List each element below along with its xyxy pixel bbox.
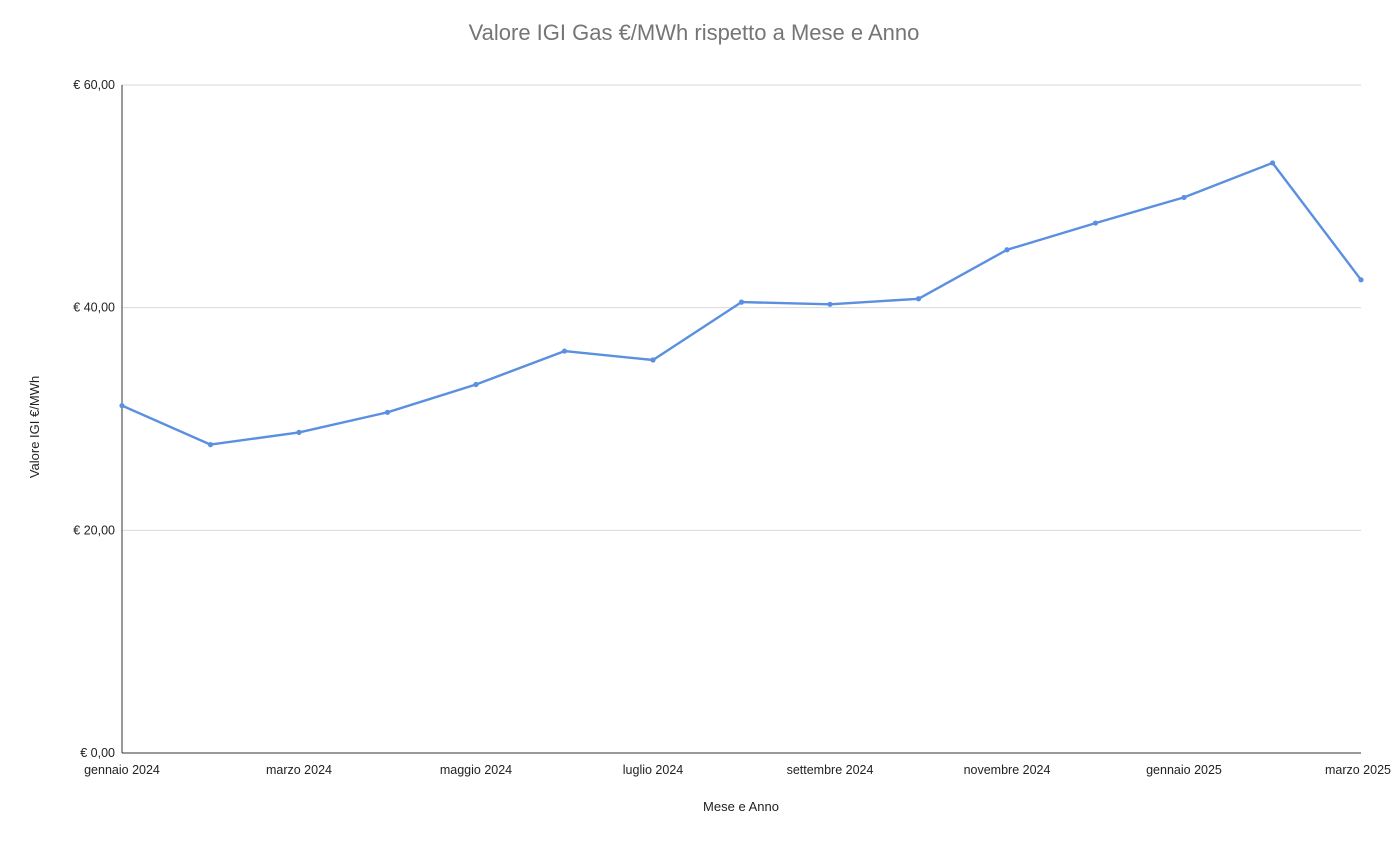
y-tick-label: € 60,00: [73, 78, 115, 92]
y-tick-label: € 0,00: [80, 746, 115, 760]
data-point: [650, 357, 656, 363]
data-point: [1269, 160, 1276, 166]
data-point: [1358, 277, 1364, 283]
data-point: [207, 442, 214, 448]
data-point: [827, 301, 833, 307]
data-point: [384, 409, 391, 415]
data-point: [296, 429, 302, 435]
data-point: [561, 348, 568, 354]
data-series: [119, 160, 1364, 448]
data-point: [1092, 220, 1099, 226]
x-tick-label: marzo 2024: [266, 763, 332, 777]
data-point: [915, 296, 922, 302]
data-point: [119, 403, 125, 409]
x-tick-label: marzo 2025: [1325, 763, 1391, 777]
data-point: [1181, 194, 1187, 201]
y-tick-label: € 20,00: [73, 523, 115, 537]
x-tick-label: gennaio 2025: [1146, 763, 1222, 777]
gridlines: [122, 84, 1361, 531]
chart-title: Valore IGI Gas €/MWh rispetto a Mese e A…: [469, 20, 920, 45]
y-tick-label: € 40,00: [73, 301, 115, 315]
x-tick-label: maggio 2024: [440, 763, 512, 777]
x-tick-label: settembre 2024: [787, 763, 874, 777]
data-point: [1004, 247, 1010, 253]
data-point: [473, 381, 479, 388]
x-tick-label: novembre 2024: [964, 763, 1051, 777]
axes: [121, 85, 1361, 754]
x-axis-ticks: gennaio 2024 marzo 2024 maggio 2024 luglio …: [84, 763, 1391, 777]
y-axis-title: Valore IGI €/MWh: [27, 376, 42, 478]
y-axis-ticks: € 0,00 € 20,00 € 40,00 € 60,00: [73, 78, 115, 760]
x-axis-title: Mese e Anno: [703, 799, 779, 814]
data-point: [738, 299, 745, 305]
x-tick-label: luglio 2024: [623, 763, 684, 777]
x-tick-label: gennaio 2024: [84, 763, 160, 777]
